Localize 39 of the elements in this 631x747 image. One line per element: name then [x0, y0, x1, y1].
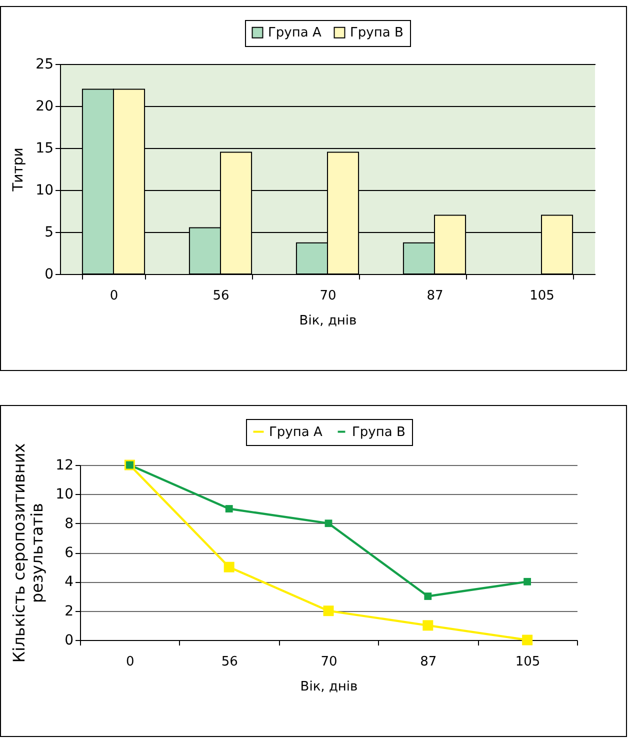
- x-tick-label: 56: [212, 288, 230, 304]
- y-tick-label: 6: [64, 545, 74, 561]
- legend-label: Група А: [268, 26, 322, 41]
- point: [424, 592, 432, 600]
- x-tick-label: 105: [515, 654, 540, 670]
- x-axis-title: Вік, днів: [300, 680, 358, 694]
- point: [524, 578, 532, 586]
- legend-label: Група В: [352, 424, 406, 440]
- x-tick-label: 0: [110, 288, 118, 304]
- point: [522, 634, 533, 646]
- y-tick-label: 25: [36, 56, 54, 72]
- y-tick-label: 5: [44, 224, 54, 240]
- y-tick-label: 4: [64, 574, 74, 590]
- y-tick-label: 20: [36, 98, 54, 114]
- point: [324, 520, 332, 528]
- y-tick-label: 2: [64, 603, 74, 620]
- y-tick-label: 10: [36, 182, 54, 198]
- y-tick-label: 12: [56, 458, 74, 474]
- y-tick-label: 0: [64, 632, 74, 648]
- x-tick-label: 56: [221, 654, 238, 670]
- y-axis-title: Титри: [10, 148, 27, 192]
- point: [323, 606, 334, 616]
- x-axis-title: Вік, днів: [299, 314, 357, 328]
- y-axis-title: Кількість серопозитивних результатів: [10, 443, 47, 663]
- point: [422, 620, 434, 631]
- y-tick-label: 0: [44, 266, 54, 282]
- legend-label: Група А: [269, 424, 322, 440]
- y-tick-label: 8: [64, 516, 74, 532]
- x-tick-label: 0: [126, 654, 134, 670]
- point: [224, 562, 234, 572]
- y-tick-label: 15: [36, 140, 54, 156]
- legend-label: Група В: [350, 26, 404, 41]
- x-tick-label: 87: [420, 654, 437, 670]
- y-tick-label: 10: [56, 486, 74, 503]
- x-tick-label: 70: [320, 288, 336, 304]
- point: [225, 505, 233, 512]
- x-tick-label: 70: [320, 654, 338, 670]
- x-tick-label: 87: [426, 288, 444, 304]
- x-tick-label: 105: [530, 288, 554, 304]
